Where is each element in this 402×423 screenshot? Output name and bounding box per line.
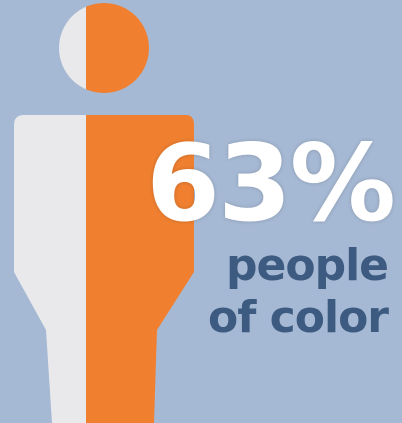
person-icon-light-half <box>14 6 86 423</box>
stat-label-line-2: of color <box>207 292 389 343</box>
person-icon-accent-half <box>86 3 194 423</box>
percent-stat: 63% <box>146 122 396 245</box>
stat-label-line-1: people <box>226 240 389 291</box>
